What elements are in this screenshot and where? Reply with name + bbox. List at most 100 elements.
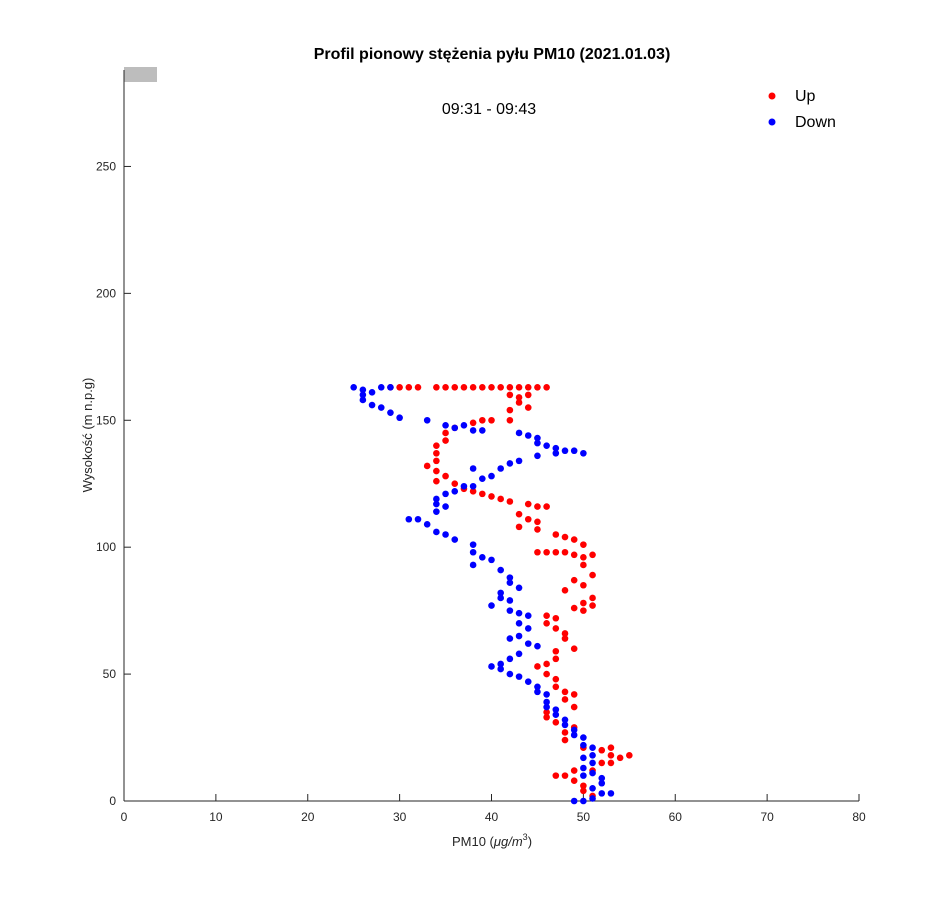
point-down: [506, 655, 514, 663]
point-up: [451, 383, 459, 391]
point-down: [580, 741, 587, 749]
point-down: [451, 488, 459, 495]
point-down: [469, 561, 477, 569]
point-up: [570, 604, 578, 612]
x-tick-label: 0: [121, 810, 128, 824]
point-down: [442, 531, 449, 538]
point-down: [359, 391, 367, 399]
axes: 0 10 20 30 40 50 60 70 80 0 50 100 150 200 250: [96, 70, 866, 824]
point-down: [488, 472, 495, 480]
point-down: [561, 721, 569, 729]
point-up: [598, 746, 606, 754]
point-up: [552, 683, 560, 691]
point-up: [543, 612, 550, 620]
y-axis-label: Wysokość (m n.p.g): [80, 378, 95, 493]
point-up: [479, 383, 486, 391]
point-up: [479, 416, 486, 424]
point-down: [405, 515, 413, 523]
point-up: [460, 383, 468, 391]
point-up: [488, 493, 495, 500]
point-down: [580, 754, 587, 762]
point-up: [607, 752, 615, 759]
y-tick-label: 200: [96, 286, 116, 300]
point-up: [423, 462, 431, 470]
y-tick-label: 250: [96, 159, 116, 173]
y-tick-label: 50: [103, 667, 117, 681]
point-up: [561, 630, 569, 637]
point-up: [497, 383, 504, 391]
point-down: [488, 602, 495, 609]
point-up: [561, 688, 569, 696]
point-up: [561, 772, 569, 779]
point-up: [552, 675, 560, 683]
point-down: [497, 594, 504, 602]
point-up: [433, 467, 440, 475]
point-down: [515, 650, 523, 658]
point-down: [442, 422, 449, 429]
point-up: [580, 541, 587, 548]
point-up: [616, 754, 624, 762]
point-down: [524, 432, 532, 439]
point-up: [534, 518, 541, 526]
point-down: [543, 691, 550, 698]
point-up: [488, 416, 495, 424]
point-down: [589, 795, 596, 802]
point-up: [534, 503, 541, 510]
point-up: [396, 383, 403, 391]
point-down: [469, 482, 477, 490]
chart-subtitle: 09:31 - 09:43: [442, 101, 536, 118]
point-up: [552, 647, 560, 655]
point-down: [387, 409, 394, 416]
legend-label-down: Down: [795, 114, 836, 131]
point-up: [570, 703, 578, 711]
point-down: [589, 744, 596, 751]
point-down: [387, 383, 394, 391]
point-up: [598, 759, 606, 767]
point-down: [442, 503, 449, 510]
point-down: [350, 383, 357, 391]
point-down: [515, 584, 523, 592]
point-up: [607, 759, 615, 767]
point-down: [469, 541, 477, 548]
point-up: [570, 645, 578, 653]
point-down: [423, 416, 431, 424]
point-up: [561, 736, 569, 744]
point-down: [552, 711, 560, 719]
point-up: [433, 449, 440, 457]
x-tick-label: 30: [393, 810, 407, 824]
point-down: [534, 683, 541, 691]
point-up: [442, 437, 449, 444]
point-down: [506, 460, 514, 467]
point-down: [433, 528, 440, 536]
y-tick-label: 150: [96, 413, 116, 427]
x-axis-label: PM10 (μg/m3): [452, 832, 532, 849]
x-tick-label: 60: [669, 810, 683, 824]
point-down: [543, 442, 550, 449]
point-down: [506, 635, 514, 642]
point-up: [534, 383, 541, 391]
point-down: [570, 726, 578, 734]
legend-marker-down: [768, 118, 776, 126]
point-down: [589, 759, 596, 767]
point-down: [570, 797, 578, 805]
legend: Up Down: [768, 88, 836, 131]
point-up: [442, 429, 449, 437]
point-up: [561, 729, 569, 736]
point-down: [524, 678, 532, 686]
point-down: [515, 632, 523, 640]
point-up: [561, 587, 569, 594]
point-down: [497, 465, 504, 472]
point-down: [515, 673, 523, 680]
point-down: [524, 625, 532, 632]
point-down: [580, 449, 587, 457]
point-up: [405, 383, 413, 391]
point-down: [607, 790, 615, 797]
point-down: [561, 447, 569, 455]
point-up: [524, 515, 532, 523]
point-up: [469, 419, 477, 427]
point-up: [488, 383, 495, 391]
point-down: [479, 427, 486, 434]
point-up: [506, 406, 514, 414]
